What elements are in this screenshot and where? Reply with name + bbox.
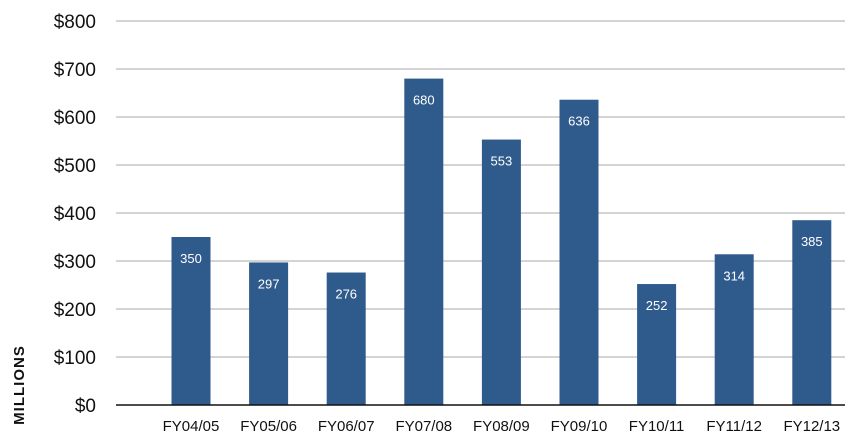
y-tick-label: $800 [54, 12, 96, 33]
bar [481, 139, 521, 405]
data-label: 314 [723, 268, 745, 283]
y-tick-label: $0 [75, 396, 96, 417]
x-tick-label: FY09/10 [551, 418, 608, 435]
y-axis-label: MILLIONS [11, 345, 28, 425]
bar [637, 284, 677, 405]
x-tick-label: FY04/05 [163, 418, 220, 435]
y-tick-label: $200 [54, 300, 96, 321]
data-label: 350 [180, 251, 202, 266]
bar [171, 237, 211, 405]
x-tick-label: FY07/08 [395, 418, 452, 435]
gridlines [116, 20, 845, 358]
x-tick-label: FY10/11 [629, 418, 685, 435]
x-tick-label: FY08/09 [473, 418, 530, 435]
x-tick-label: FY12/13 [783, 418, 840, 435]
bar [792, 220, 832, 405]
data-label: 636 [568, 114, 590, 129]
y-tick-label: $100 [54, 348, 96, 369]
x-tick-label: FY05/06 [240, 418, 297, 435]
bar [326, 272, 366, 405]
data-label: 553 [491, 154, 513, 169]
bar [559, 99, 599, 405]
bar [714, 254, 754, 405]
bar [404, 78, 444, 405]
data-label: 252 [646, 298, 668, 313]
y-tick-label: $600 [54, 108, 96, 129]
data-labels: 350 297 276 680 553 636 252 314 385 [180, 93, 823, 313]
data-label: 276 [335, 287, 357, 302]
bars [171, 78, 832, 405]
y-axis-ticks: $0 $100 $200 $300 $400 $500 $600 $700 $800 [54, 12, 96, 417]
x-tick-label: FY11/12 [706, 418, 762, 435]
data-label: 297 [258, 276, 280, 291]
y-tick-label: $500 [54, 156, 96, 177]
data-label: 680 [413, 93, 435, 108]
y-tick-label: $400 [54, 204, 96, 225]
y-tick-label: $300 [54, 252, 96, 273]
bar [249, 262, 289, 405]
y-tick-label: $700 [54, 60, 96, 81]
x-axis-ticks: FY04/05 FY05/06 FY06/07 FY07/08 FY08/09 FY09/… [163, 418, 841, 435]
data-label: 385 [801, 234, 823, 249]
x-tick-label: FY06/07 [318, 418, 375, 435]
